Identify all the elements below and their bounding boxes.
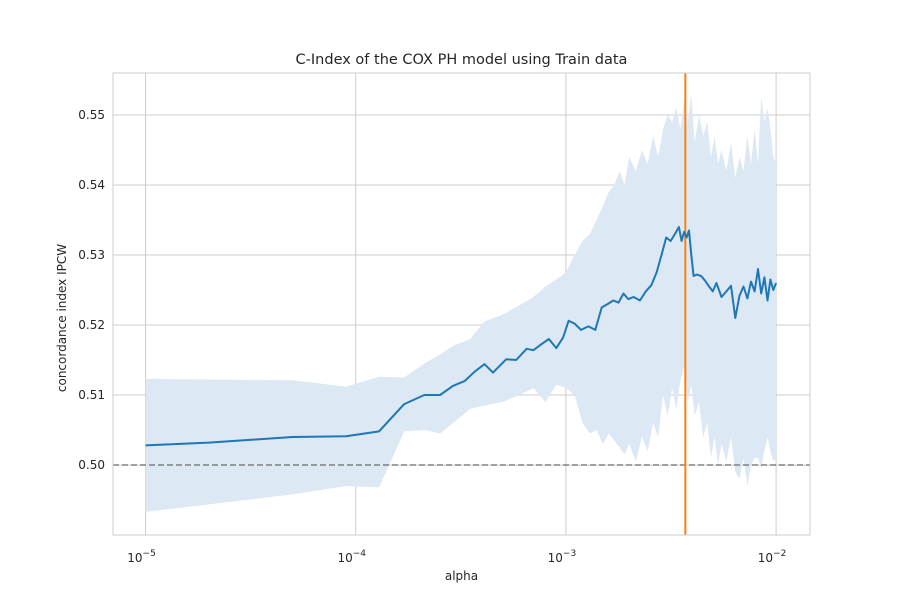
- reference-lines: [113, 73, 810, 535]
- x-tick-label: 10−5: [127, 549, 156, 565]
- x-axis-label: alpha: [445, 569, 478, 583]
- mean-c-index-line: [145, 226, 778, 447]
- y-tick-labels: 0.50 0.51 0.52 0.53 0.54 0.55: [78, 108, 105, 472]
- y-tick-label: 0.52: [78, 318, 105, 332]
- x-tick-label: 10−2: [758, 549, 787, 565]
- y-tick-label: 0.51: [78, 388, 105, 402]
- plot-frame: [112, 72, 811, 536]
- y-tick-label: 0.53: [78, 248, 105, 262]
- y-tick-label: 0.55: [78, 108, 105, 122]
- confidence-band-layer: [145, 94, 777, 512]
- x-tick-label: 10−3: [548, 549, 577, 565]
- y-tick-label: 0.54: [78, 178, 105, 192]
- y-axis-label: concordance index IPCW: [55, 244, 69, 392]
- confidence-band: [145, 94, 777, 512]
- x-tick-labels: 10−5 10−4 10−3 10−2: [127, 549, 786, 565]
- y-tick-label: 0.50: [78, 458, 105, 472]
- x-tick-label: 10−4: [337, 549, 366, 565]
- chart-title: C-Index of the COX PH model using Train …: [296, 52, 628, 68]
- mean-line-layer: [145, 226, 778, 447]
